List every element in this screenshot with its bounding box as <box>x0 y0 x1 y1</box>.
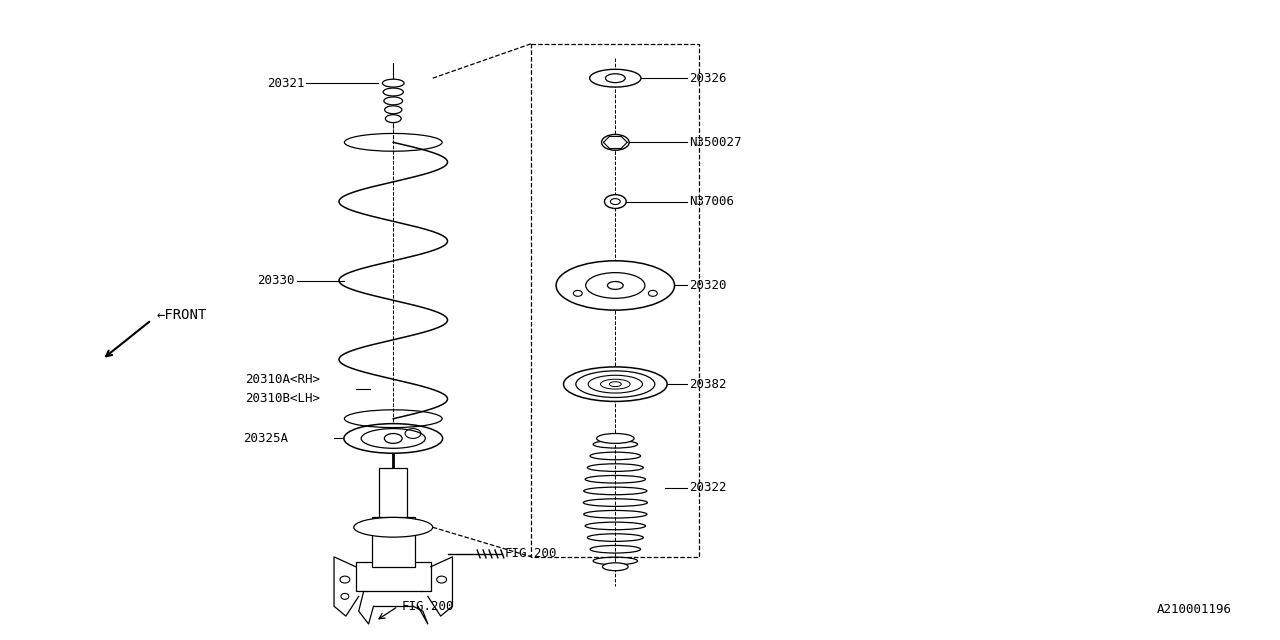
Text: 20320: 20320 <box>690 279 727 292</box>
Text: A210001196: A210001196 <box>1157 603 1233 616</box>
Text: ←FRONT: ←FRONT <box>156 308 206 322</box>
Text: 20310B<LH>: 20310B<LH> <box>246 392 320 406</box>
Ellipse shape <box>384 97 403 105</box>
Ellipse shape <box>383 88 403 96</box>
Ellipse shape <box>603 563 628 571</box>
Ellipse shape <box>604 195 626 209</box>
Text: 20322: 20322 <box>690 481 727 494</box>
Text: FIG.200: FIG.200 <box>504 547 557 561</box>
Text: 20382: 20382 <box>690 378 727 390</box>
Ellipse shape <box>556 260 675 310</box>
Ellipse shape <box>649 291 657 296</box>
Text: N37006: N37006 <box>690 195 735 208</box>
Text: 20321: 20321 <box>268 77 305 90</box>
Text: 20325A: 20325A <box>243 432 288 445</box>
FancyBboxPatch shape <box>379 468 407 527</box>
Ellipse shape <box>344 424 443 453</box>
Text: 20310A<RH>: 20310A<RH> <box>246 372 320 386</box>
Ellipse shape <box>385 115 401 123</box>
Text: 20330: 20330 <box>257 274 294 287</box>
Ellipse shape <box>596 433 634 444</box>
Ellipse shape <box>573 291 582 296</box>
Ellipse shape <box>353 517 433 537</box>
Ellipse shape <box>590 69 641 87</box>
Ellipse shape <box>602 134 630 150</box>
Ellipse shape <box>563 367 667 401</box>
FancyBboxPatch shape <box>371 517 415 567</box>
Text: N350027: N350027 <box>690 136 742 149</box>
Ellipse shape <box>383 79 404 87</box>
Ellipse shape <box>384 106 402 114</box>
Text: 20326: 20326 <box>690 72 727 84</box>
Text: FIG.200: FIG.200 <box>401 600 453 612</box>
